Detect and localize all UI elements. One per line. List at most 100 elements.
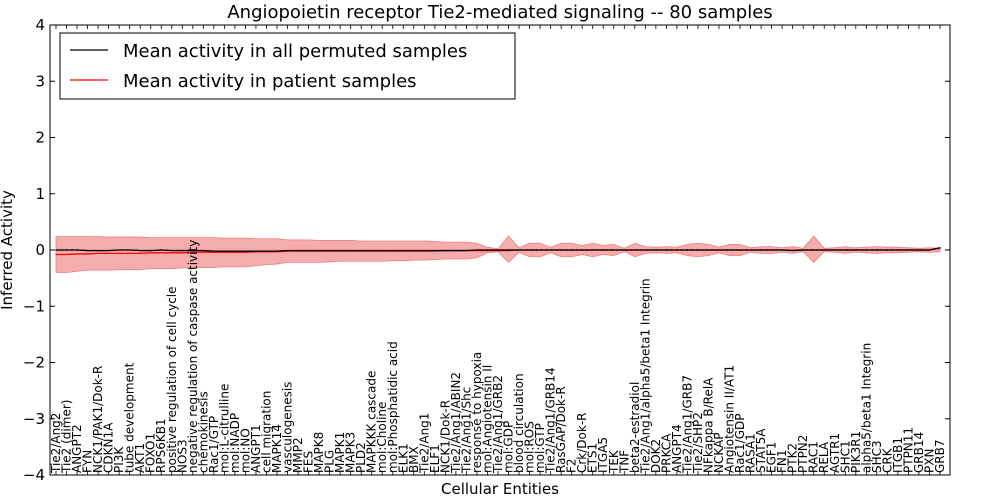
x-category-label: mol:NADP bbox=[228, 413, 242, 473]
y-tick-label: 0 bbox=[35, 241, 45, 259]
permuted-point bbox=[834, 249, 836, 251]
x-category-label: chemokinesis bbox=[196, 391, 210, 473]
permuted-point bbox=[644, 249, 646, 251]
permuted-point bbox=[749, 249, 752, 251]
permuted-point bbox=[613, 249, 615, 251]
permuted-point bbox=[244, 250, 247, 252]
x-axis-ticks bbox=[55, 25, 941, 475]
x-category-label: vasculogenesis bbox=[281, 382, 295, 473]
x-category-label: ANGPT1 bbox=[249, 424, 263, 473]
x-category-label: Tie2/Ang1/GRB7 bbox=[680, 375, 694, 474]
x-category-label: Tie2/Ang1/ABIN2 bbox=[449, 372, 463, 474]
x-category-label: mol:Angiotensin II bbox=[480, 365, 494, 473]
x-category-label: Tie2 (dimer) bbox=[60, 400, 74, 474]
x-category-label: PIK3R1 bbox=[849, 431, 863, 473]
x-category-label: PLG bbox=[323, 450, 337, 473]
x-category-label: mol:GTP bbox=[533, 423, 547, 473]
x-category-label: Rac1/GTP bbox=[207, 416, 221, 473]
x-category-label: Tie2/SHP2 bbox=[691, 412, 705, 474]
x-category-label: mol:ROS bbox=[523, 421, 537, 473]
permuted-point bbox=[718, 249, 720, 251]
permuted-point bbox=[813, 249, 815, 251]
confidence-band-layer bbox=[55, 235, 941, 273]
permuted-point bbox=[318, 249, 320, 252]
permuted-point bbox=[507, 249, 510, 251]
x-category-label: PTK2 bbox=[786, 443, 800, 473]
y-tick-label: −3 bbox=[23, 410, 45, 428]
x-category-label: mol:L-citrulline bbox=[217, 384, 231, 473]
x-category-label: RPS6KB1 bbox=[154, 418, 168, 473]
y-axis-label: Inferred Activity bbox=[0, 190, 16, 310]
x-category-label: TNF bbox=[617, 450, 631, 474]
permuted-point bbox=[939, 247, 941, 249]
x-category-label: Rac1/GDP bbox=[733, 414, 747, 473]
patient-point bbox=[108, 252, 110, 254]
permuted-point bbox=[129, 249, 131, 251]
x-category-label: NFkappa B/RelA bbox=[701, 377, 715, 473]
x-category-label: FN1 bbox=[775, 449, 789, 473]
patient-point bbox=[65, 253, 68, 256]
x-category-label: beta2-estradiol bbox=[628, 382, 642, 473]
x-category-label: PXN bbox=[922, 449, 936, 473]
x-category-label: Tie2/Ang2 bbox=[49, 413, 63, 474]
x-category-label: ELF1 bbox=[428, 444, 442, 473]
patient-point bbox=[181, 252, 183, 254]
x-category-label: RELA bbox=[817, 441, 831, 473]
permuted-point bbox=[108, 249, 110, 252]
x-category-label: mol:Choline bbox=[375, 402, 389, 473]
patient-point bbox=[202, 251, 204, 253]
x-category-label: FYN bbox=[81, 450, 95, 473]
x-category-label: response to hypoxia bbox=[470, 352, 484, 473]
x-category-label: STAT5A bbox=[754, 428, 768, 473]
permuted-point bbox=[728, 249, 731, 251]
permuted-point bbox=[413, 249, 415, 252]
permuted-point bbox=[528, 249, 531, 251]
legend-box bbox=[59, 32, 516, 100]
x-category-label: ANGPT2 bbox=[70, 424, 84, 473]
x-category-label: MAPK14 bbox=[270, 424, 284, 473]
x-category-label: SHC1 bbox=[838, 440, 852, 473]
permuted-point bbox=[802, 249, 804, 251]
x-category-label: NOS3 bbox=[175, 439, 189, 473]
permuted-series-dots bbox=[56, 247, 941, 252]
x-category-label: F2 bbox=[565, 458, 579, 473]
permuted-point bbox=[602, 249, 604, 251]
patient-point bbox=[55, 253, 57, 256]
x-category-label: AKT1 bbox=[133, 443, 147, 473]
x-category-label: SHC3 bbox=[870, 440, 884, 473]
x-category-label: Tie2/Ang1 bbox=[417, 413, 431, 474]
x-category-label: NCK1/Dok-R bbox=[438, 400, 452, 473]
x-category-label: TEK bbox=[607, 449, 621, 474]
x-category-label: positive regulation of cell cycle bbox=[165, 286, 179, 473]
x-category-label: CDKN1A bbox=[102, 422, 116, 473]
x-category-label: negative regulation of caspase activity bbox=[186, 240, 200, 473]
patient-point bbox=[76, 253, 78, 255]
x-category-label: Angiotensin II/AT1 bbox=[723, 365, 737, 473]
x-category-label: PTPN2 bbox=[796, 435, 810, 473]
patient-point bbox=[234, 251, 236, 253]
x-axis-label: Cellular Entities bbox=[441, 480, 559, 498]
permuted-point bbox=[623, 249, 625, 251]
x-category-label: FOXO1 bbox=[144, 433, 158, 473]
patient-point bbox=[171, 252, 173, 254]
permuted-point bbox=[634, 249, 636, 251]
x-category-label: MMP2 bbox=[291, 437, 305, 473]
x-category-label: blood circulation bbox=[512, 373, 526, 473]
x-category-label: CRK bbox=[880, 447, 894, 473]
x-category-label: mol:Phosphatidic acid bbox=[386, 341, 400, 473]
patient-point bbox=[160, 252, 162, 254]
x-category-label: DOK2 bbox=[649, 439, 663, 473]
patient-point bbox=[86, 253, 89, 255]
permuted-point bbox=[402, 249, 404, 252]
permuted-point bbox=[444, 249, 446, 252]
series-line-layer bbox=[55, 247, 941, 256]
permuted-point bbox=[928, 249, 931, 251]
permuted-point bbox=[339, 249, 341, 252]
permuted-point bbox=[907, 249, 910, 251]
x-category-label: mol:GDP bbox=[502, 421, 516, 473]
x-category-label: RASA1 bbox=[744, 433, 758, 473]
patient-point bbox=[150, 252, 152, 254]
patient-point bbox=[192, 251, 194, 253]
